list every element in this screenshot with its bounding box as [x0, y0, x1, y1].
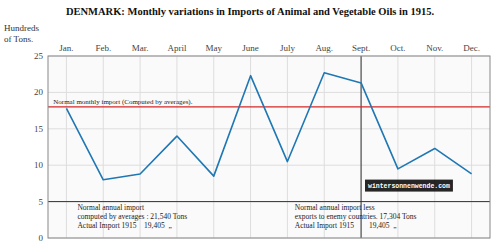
- x-tick-label: May: [206, 43, 223, 53]
- series-line: [66, 73, 471, 180]
- y-tick-label: 20: [34, 87, 44, 97]
- x-tick-label: April: [167, 43, 186, 53]
- watermark-box: [365, 180, 453, 192]
- watermark: wintersonnenwende.com: [368, 183, 450, 190]
- annotation: Normal annual import: [77, 203, 145, 212]
- grid-line-x: [250, 56, 251, 238]
- x-tick-label: Dec.: [463, 43, 480, 53]
- grid-line-y: [48, 201, 490, 202]
- annotation: Normal monthly import (Computed by avera…: [53, 98, 192, 106]
- y-tick-label: 5: [39, 197, 44, 207]
- y-tick-label: 0: [39, 233, 44, 243]
- x-tick-label: July: [280, 43, 296, 53]
- separator-line: [48, 201, 490, 202]
- grid-line-x: [176, 56, 177, 238]
- grid-line-x: [287, 56, 288, 238]
- x-tick-label: Nov.: [426, 43, 443, 53]
- grid-line-y: [48, 92, 490, 93]
- plot-background: [48, 56, 490, 238]
- y-tick-label: 25: [34, 51, 44, 61]
- plot-marks: [48, 56, 490, 238]
- y-axis-label: Hundreds: [4, 23, 39, 33]
- y-axis-label: of Tons.: [4, 34, 33, 44]
- x-tick-label: Feb.: [95, 43, 111, 53]
- x-tick-label: June: [242, 43, 259, 53]
- y-tick-label: 15: [34, 124, 44, 134]
- annotation: Normal annual import less: [295, 203, 375, 212]
- normal-line: [48, 106, 490, 107]
- x-tick-label: Jan.: [59, 43, 73, 53]
- title: DENMARK: Monthly variations in Imports o…: [66, 6, 434, 17]
- x-tick-label: Oct.: [390, 43, 405, 53]
- annotation: Actual Import 1915 19,405 „: [295, 221, 397, 230]
- grid-line-x: [213, 56, 214, 238]
- grid-line-x: [471, 56, 472, 238]
- grid-line-x: [434, 56, 435, 238]
- grid-line-y: [48, 128, 490, 129]
- chart: 0 5 10 15 20 25 Jan. Feb. Mar. April May June July Au…: [0, 0, 500, 245]
- y-tick-label: 10: [34, 160, 44, 170]
- x-tick-label: Mar.: [132, 43, 149, 53]
- x-tick-label: Sept.: [352, 43, 370, 53]
- x-tick-label: Aug.: [315, 43, 333, 53]
- plot-frame: [48, 56, 490, 238]
- annotation: Actual Import 1915 19,405 „: [77, 221, 171, 230]
- grid-line-x: [66, 56, 67, 238]
- grid-line-y: [48, 165, 490, 166]
- grid-line-x: [397, 56, 398, 238]
